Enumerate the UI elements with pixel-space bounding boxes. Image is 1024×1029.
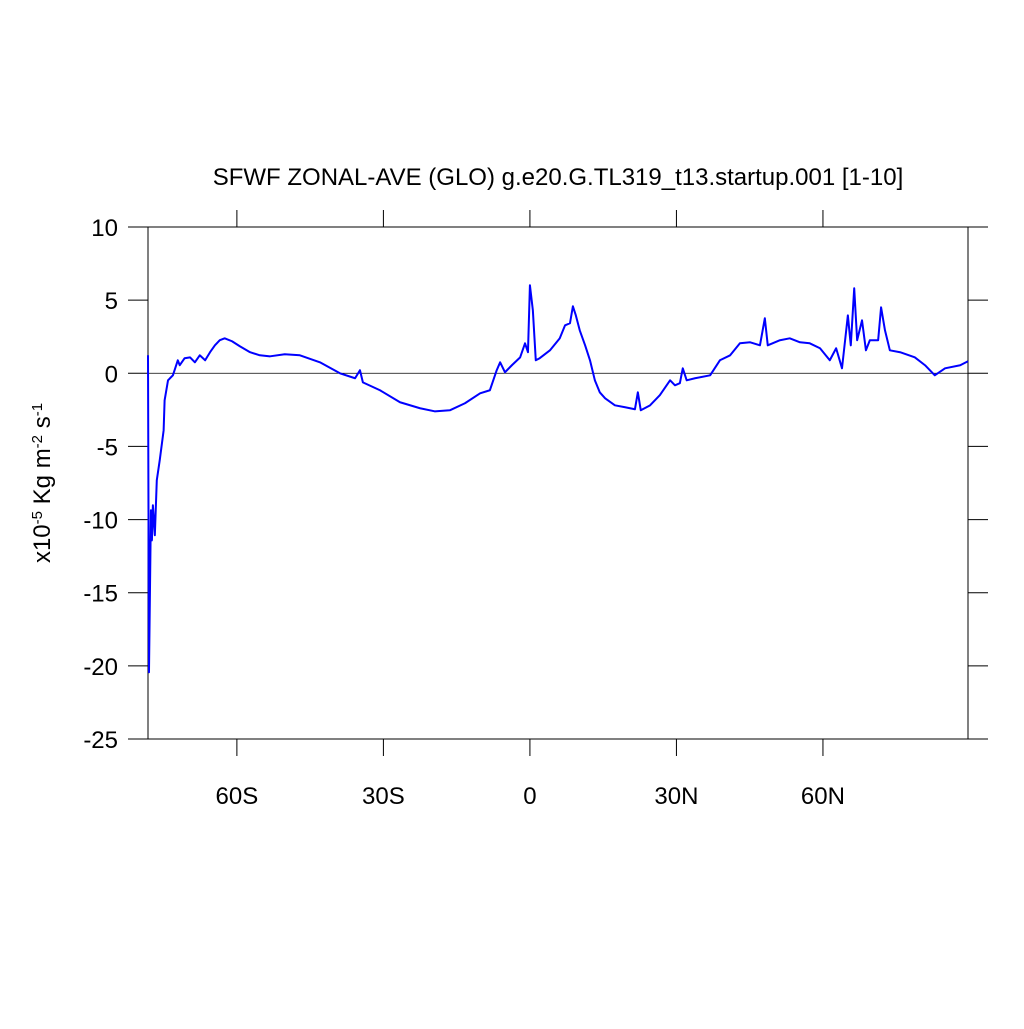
y-tick-label: -25: [83, 727, 118, 754]
y-tick-label: -10: [83, 508, 118, 535]
chart-title: SFWF ZONAL-AVE (GLO) g.e20.G.TL319_t13.s…: [213, 164, 904, 191]
x-tick-label: 0: [523, 783, 536, 810]
data-line: [147, 284, 969, 674]
x-tick-label: 60N: [801, 783, 845, 810]
y-axis-label-part: -1: [29, 403, 46, 416]
x-tick-label: 30S: [362, 783, 405, 810]
plot-frame: [147, 226, 969, 740]
y-axis-label-part: s: [29, 416, 56, 435]
y-tick-label: 10: [91, 215, 118, 242]
y-tick-label: 0: [105, 361, 118, 388]
y-axis-label-part: Kg m: [29, 448, 56, 511]
y-axis-label-part: -2: [29, 435, 46, 448]
y-tick-label: -5: [97, 434, 118, 461]
y-tick-label: 5: [105, 288, 118, 315]
y-axis-label: x10-5 Kg m-2 s-1: [29, 403, 57, 563]
y-axis-label-part: -5: [29, 511, 46, 524]
y-tick-label: -20: [83, 654, 118, 681]
y-axis-label-part: x10: [29, 524, 56, 563]
x-tick-label: 60S: [216, 783, 259, 810]
y-tick-label: -15: [83, 581, 118, 608]
x-tick-label: 30N: [654, 783, 698, 810]
